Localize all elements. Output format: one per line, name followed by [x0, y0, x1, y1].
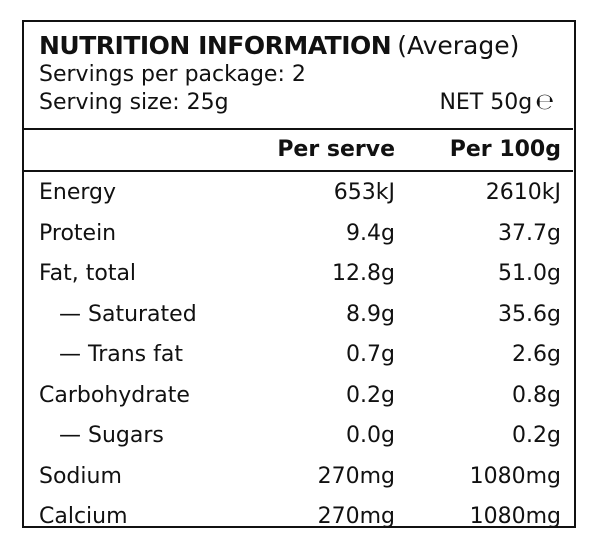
per-serve-value: 9.4g	[346, 220, 395, 246]
panel-title: NUTRITION INFORMATION	[39, 31, 392, 60]
per-100g-value: 37.7g	[498, 220, 561, 246]
serving-size-line: Serving size: 25g NET 50g ℮	[39, 90, 554, 116]
per-serve-value: 0.0g	[346, 423, 395, 448]
nutrient-row-protein: Protein 9.4g 37.7g	[24, 213, 573, 254]
per-serve-value: 270mg	[317, 463, 395, 489]
per-100g-value: 51.0g	[498, 261, 561, 286]
nutrient-row-sodium: Sodium 270mg 1080mg	[24, 456, 573, 497]
nutrient-label: Calcium	[39, 504, 128, 529]
per-100g-value: 0.2g	[512, 423, 561, 448]
nutrient-row-energy: Energy 653kJ 2610kJ	[24, 172, 573, 213]
servings-per-package: Servings per package: 2	[39, 62, 306, 87]
nutrition-panel: NUTRITION INFORMATION (Average) Servings …	[22, 20, 576, 529]
column-header-per-100g: Per 100g	[449, 137, 561, 162]
nutrient-rows: Energy 653kJ 2610kJ Protein 9.4g 37.7g F…	[24, 172, 573, 537]
nutrient-label: Sodium	[39, 463, 122, 489]
per-serve-value: 8.9g	[346, 301, 395, 327]
panel-header: NUTRITION INFORMATION (Average) Servings …	[24, 22, 573, 130]
net-weight: NET 50g	[439, 90, 533, 115]
per-serve-value: 0.2g	[346, 382, 395, 408]
nutrient-label: — Trans fat	[59, 342, 183, 367]
serving-size: Serving size: 25g	[39, 90, 229, 115]
nutrient-label: Fat, total	[39, 261, 137, 286]
per-100g-value: 1080mg	[469, 463, 561, 489]
per-100g-value: 0.8g	[512, 382, 561, 408]
nutrient-row-trans-fat: — Trans fat 0.7g 2.6g	[24, 334, 573, 375]
per-serve-value: 270mg	[317, 504, 395, 529]
estimated-sign-icon: ℮	[535, 90, 554, 115]
nutrient-label: Carbohydrate	[39, 382, 190, 408]
panel-title-line: NUTRITION INFORMATION (Average)	[39, 31, 519, 61]
nutrient-row-carbohydrate: Carbohydrate 0.2g 0.8g	[24, 375, 573, 416]
per-100g-value: 35.6g	[498, 301, 561, 327]
nutrient-label: — Saturated	[59, 301, 197, 327]
nutrient-label: Energy	[39, 180, 117, 205]
net-weight-block: NET 50g ℮	[439, 90, 554, 116]
column-header-row: Per serve Per 100g	[24, 130, 573, 172]
per-100g-value: 2610kJ	[485, 180, 561, 205]
panel-title-suffix: (Average)	[397, 31, 520, 60]
nutrient-label: — Sugars	[59, 423, 164, 448]
per-100g-value: 1080mg	[469, 504, 561, 529]
nutrient-row-fat-total: Fat, total 12.8g 51.0g	[24, 253, 573, 294]
nutrient-row-saturated: — Saturated 8.9g 35.6g	[24, 294, 573, 335]
nutrient-row-calcium: Calcium 270mg 1080mg	[24, 496, 573, 537]
nutrient-row-sugars: — Sugars 0.0g 0.2g	[24, 415, 573, 456]
per-serve-value: 653kJ	[333, 180, 395, 205]
per-serve-value: 12.8g	[332, 261, 395, 286]
column-header-per-serve: Per serve	[277, 137, 395, 162]
nutrient-label: Protein	[39, 220, 117, 246]
per-serve-value: 0.7g	[346, 342, 395, 367]
per-100g-value: 2.6g	[512, 342, 561, 367]
